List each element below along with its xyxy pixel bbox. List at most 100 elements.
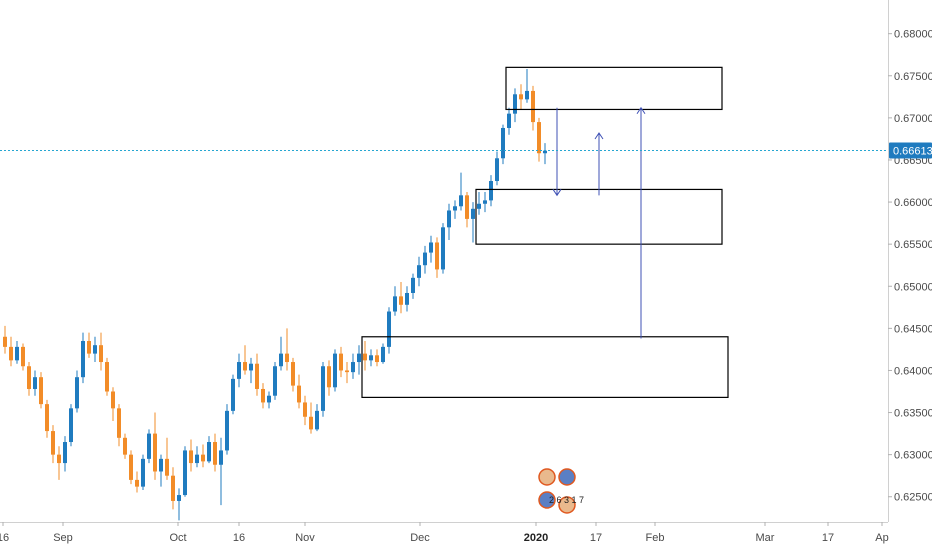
candle-body [375, 355, 379, 363]
candle-body [387, 311, 391, 347]
candle-body [105, 362, 109, 392]
candle-body [9, 346, 13, 361]
us-flag-icon[interactable] [538, 468, 556, 486]
candle [75, 370, 79, 413]
candle-body [363, 353, 367, 361]
candle [453, 200, 457, 219]
candle-body [141, 458, 145, 487]
candle-body [237, 362, 241, 379]
event-logos[interactable]: 2 6 3 1 7 [538, 468, 584, 514]
candle [399, 282, 403, 314]
candle [219, 437, 223, 506]
candle [57, 446, 61, 480]
candle [237, 353, 241, 388]
candle-body [171, 475, 175, 501]
candle-body [201, 454, 205, 462]
y-tick-label: 0.67000 [894, 113, 932, 125]
candle [279, 336, 283, 371]
candle [537, 117, 541, 162]
candle-body [435, 242, 439, 270]
y-tick-label: 0.66000 [894, 197, 932, 209]
candle-body [183, 450, 187, 496]
candle [195, 446, 199, 468]
candle-body [417, 265, 421, 278]
candle [429, 235, 433, 263]
candle [105, 357, 109, 396]
current-price-tag: 0.66613 [889, 142, 932, 159]
globe-icon[interactable] [538, 491, 556, 509]
candle [435, 237, 439, 278]
candle [117, 404, 121, 447]
x-tick-label: Feb [646, 532, 665, 544]
globe-icon[interactable] [558, 468, 576, 486]
candle-body [513, 94, 517, 114]
arrows-layer [552, 106, 646, 339]
us-flag-icon[interactable] [558, 496, 576, 514]
arrow-head [594, 132, 604, 140]
candle-body [147, 433, 151, 459]
candle-body [63, 442, 67, 464]
candle-body [249, 363, 253, 371]
candle-body [93, 345, 97, 354]
candle-body [429, 242, 433, 253]
candle-body [159, 458, 163, 472]
mid-zone[interactable] [475, 188, 723, 245]
candle [369, 349, 373, 367]
candle [309, 402, 313, 434]
candle [267, 391, 271, 409]
candle [423, 245, 427, 274]
candle-body [75, 377, 79, 409]
candle [213, 433, 217, 472]
down-arrow[interactable] [552, 107, 562, 197]
candle-body [531, 90, 535, 123]
candle [243, 345, 247, 375]
low-zone[interactable] [361, 336, 729, 398]
candle [321, 362, 325, 417]
candle [189, 439, 193, 472]
candle [27, 362, 31, 396]
candle-body [165, 458, 169, 476]
candle-body [411, 277, 415, 293]
candle [501, 124, 505, 165]
candle-body [213, 442, 217, 465]
x-tick-label: 16 [0, 532, 9, 544]
up-arrow-long[interactable] [636, 106, 646, 339]
candle-body [21, 346, 25, 367]
candle-body [81, 340, 85, 378]
candle-body [225, 410, 229, 451]
candle [39, 372, 43, 409]
top-zone[interactable] [505, 66, 723, 111]
up-arrow-short[interactable] [594, 132, 604, 196]
candle [513, 88, 517, 123]
y-axis[interactable]: 0.680000.675000.670000.665000.660000.655… [888, 29, 932, 504]
candle [411, 273, 415, 299]
candle-body [471, 208, 475, 219]
candle [327, 360, 331, 396]
y-tick-label: 0.64000 [894, 365, 932, 377]
y-tick-label: 0.63500 [894, 408, 932, 420]
current-price-label: 0.66613 [893, 145, 932, 157]
candle [15, 340, 19, 364]
candle-body [39, 377, 43, 405]
candle-body [405, 292, 409, 305]
candle [375, 349, 379, 367]
candle [3, 325, 7, 354]
x-tick-label: 17 [822, 532, 834, 544]
candle [51, 425, 55, 464]
candle-body [153, 433, 157, 472]
candle-body [15, 346, 19, 361]
x-axis[interactable]: 16 Sep Oct 16 Nov Dec 2020 17 Feb Mar 17 Ap [0, 522, 889, 544]
candle [9, 336, 13, 367]
candle [63, 436, 67, 472]
candle [231, 374, 235, 415]
candle [177, 488, 181, 521]
candle-body [261, 388, 265, 403]
candle [183, 446, 187, 497]
candle-body [507, 113, 511, 128]
candle-body [243, 362, 247, 371]
candle [525, 69, 529, 103]
candle-body [381, 346, 385, 363]
arrow-head [636, 106, 646, 115]
candle [291, 357, 295, 392]
